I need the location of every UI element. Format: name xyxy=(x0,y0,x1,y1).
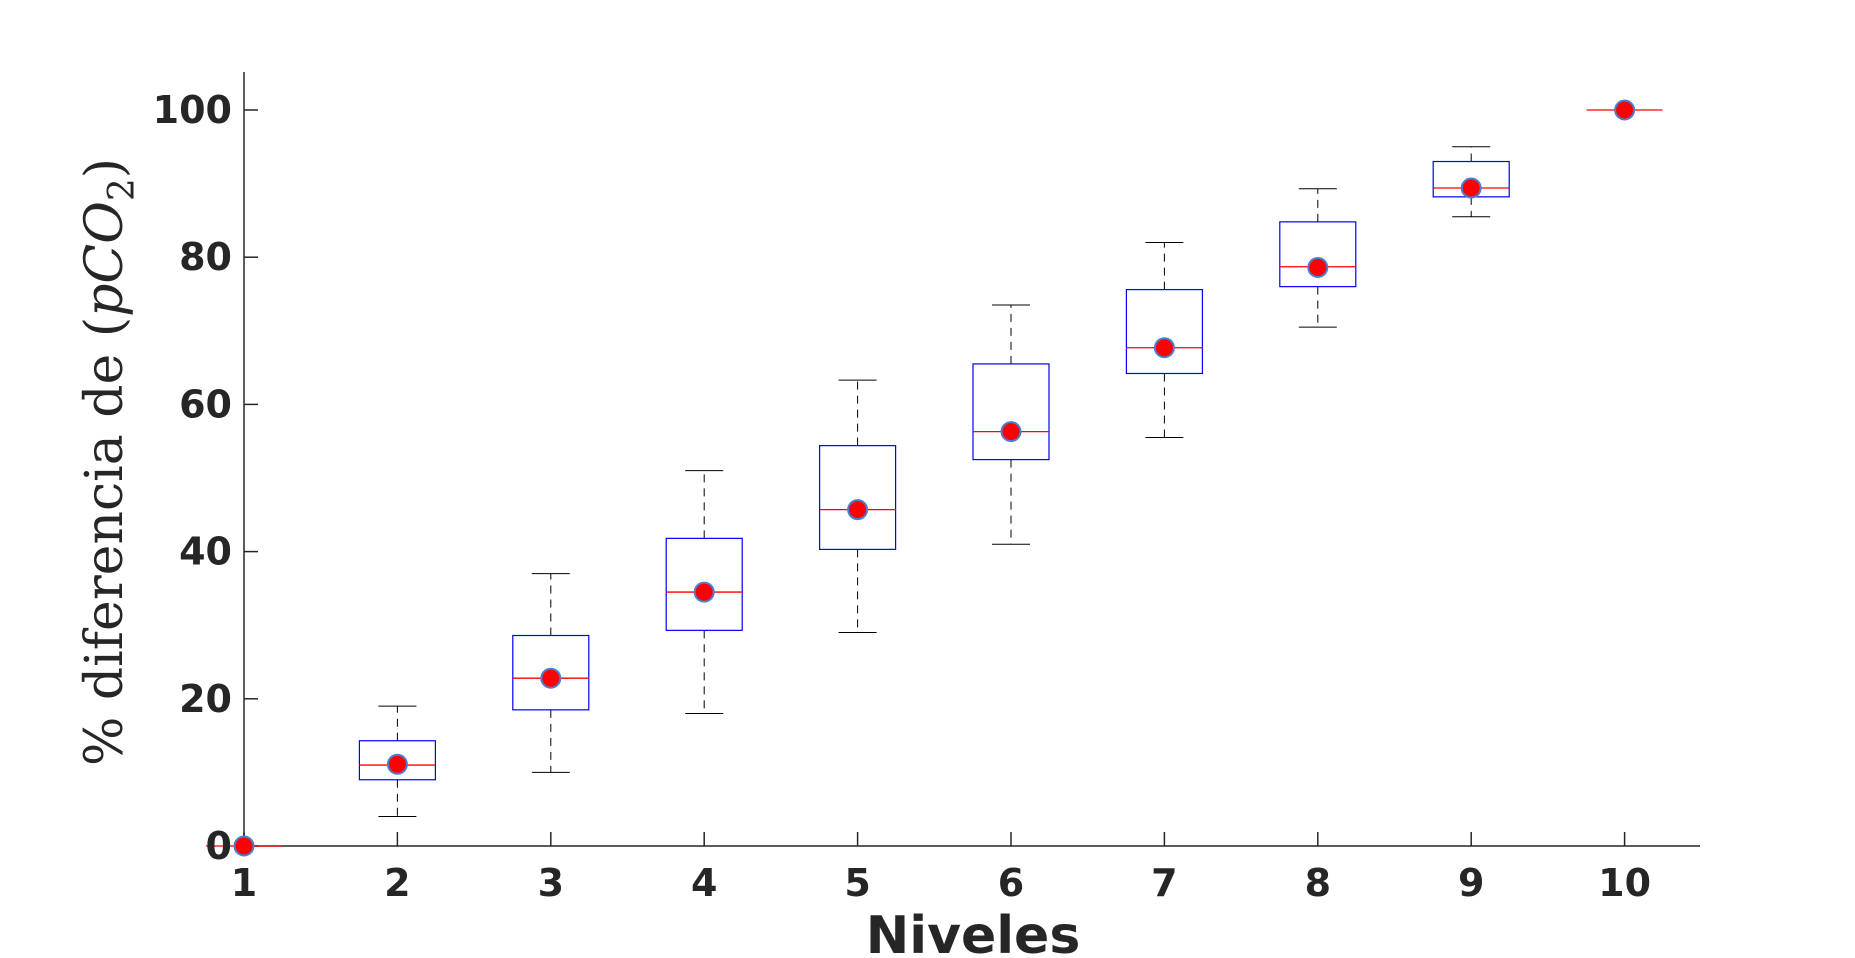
box-level-8 xyxy=(1279,188,1357,328)
mean-marker xyxy=(1307,257,1329,279)
x-tick-label: 1 xyxy=(231,861,257,905)
mean-marker xyxy=(540,667,562,689)
box-level-9 xyxy=(1432,146,1510,218)
y-axis-title: % diferencia de (pCO2) xyxy=(75,158,143,766)
x-tick-label: 2 xyxy=(384,861,410,905)
x-tick-label: 8 xyxy=(1305,861,1331,905)
box-level-3 xyxy=(512,573,590,773)
x-tick-label: 4 xyxy=(691,861,717,905)
mean-marker xyxy=(233,835,255,857)
mean-marker xyxy=(1614,99,1636,121)
box-level-10 xyxy=(1586,99,1663,121)
y-tick-label: 40 xyxy=(179,530,232,574)
iqr-box xyxy=(818,445,897,550)
x-tick-label: 7 xyxy=(1151,861,1177,905)
box-level-2 xyxy=(358,705,436,818)
x-tick-label: 10 xyxy=(1598,861,1651,905)
iqr-box xyxy=(1125,288,1204,375)
iqr-box xyxy=(665,537,743,631)
mean-marker xyxy=(847,499,869,521)
mean-marker xyxy=(1000,421,1022,443)
box-level-7 xyxy=(1125,241,1204,439)
y-tick-label: 0 xyxy=(206,824,232,868)
x-tick-label: 5 xyxy=(844,861,870,905)
box-level-6 xyxy=(972,304,1050,545)
mean-marker xyxy=(693,581,715,603)
axes xyxy=(243,72,1700,847)
box-level-5 xyxy=(818,379,897,634)
iqr-box xyxy=(972,363,1050,461)
box-level-4 xyxy=(665,470,743,715)
y-axis-title-suffix: ) xyxy=(75,158,135,178)
y-axis-title-subscript: 2 xyxy=(102,178,143,201)
x-tick-label: 6 xyxy=(998,861,1024,905)
x-tick-label: 9 xyxy=(1458,861,1484,905)
mean-marker xyxy=(1460,177,1482,199)
y-tick-labels: 0 20 40 60 80 100 xyxy=(153,88,232,868)
y-tick-label: 20 xyxy=(179,677,232,721)
plot-area xyxy=(206,99,1663,857)
mean-marker xyxy=(386,753,408,775)
iqr-box xyxy=(358,740,436,781)
mean-marker xyxy=(1153,337,1175,359)
y-tick-label: 100 xyxy=(153,88,232,132)
y-axis-title-prefix: % diferencia de ( xyxy=(75,317,135,766)
y-axis-title-var: pCO xyxy=(75,201,135,317)
y-tick-label: 80 xyxy=(179,235,232,279)
iqr-box xyxy=(512,634,590,711)
x-axis-title: Niveles xyxy=(866,906,1081,958)
x-tick-label: 3 xyxy=(538,861,564,905)
x-tick-labels: 1 2 3 4 5 6 7 8 9 10 xyxy=(231,861,1651,905)
box-level-1 xyxy=(206,835,282,857)
y-tick-label: 60 xyxy=(179,382,232,426)
iqr-box xyxy=(1279,221,1357,288)
